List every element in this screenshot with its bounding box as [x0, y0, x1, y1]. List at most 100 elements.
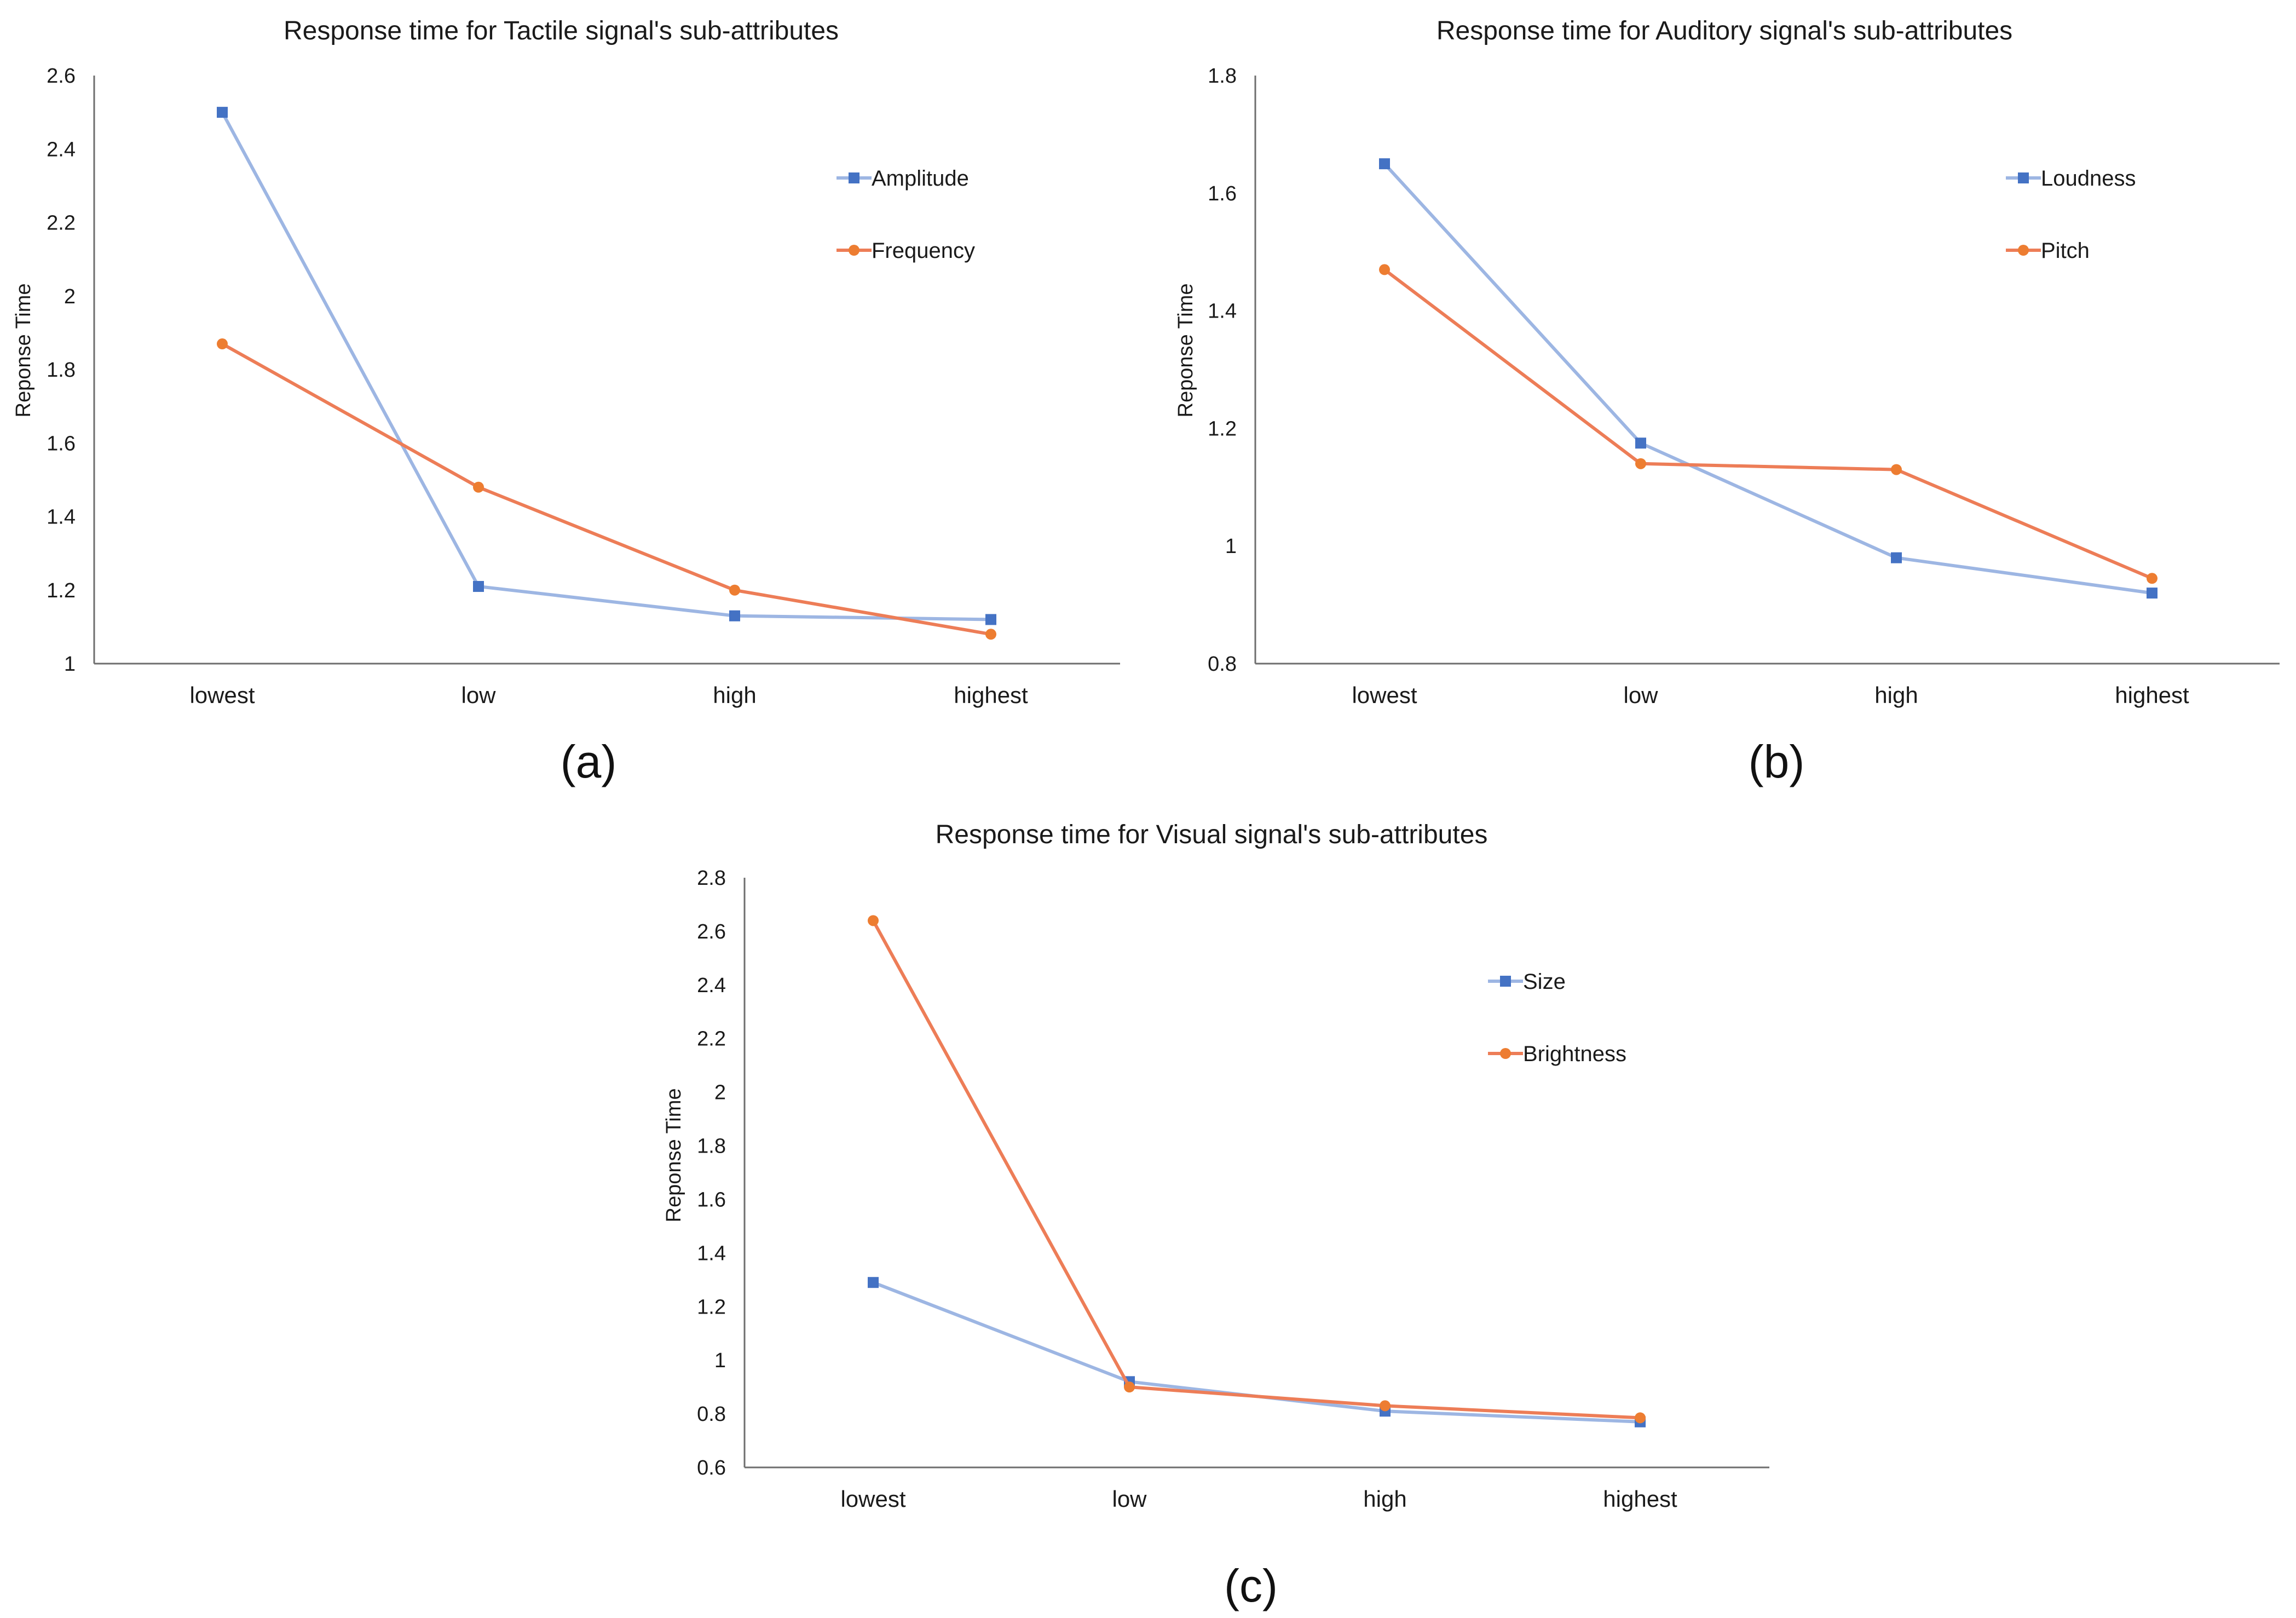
chart-b-category-label: lowest [1352, 682, 1417, 708]
chart-c-size-line [872, 1281, 1641, 1424]
chart-c-ytick: 2 [714, 1081, 726, 1104]
chart-b-ytick: 1.6 [1208, 182, 1237, 205]
chart-b-yticks: 0.8 1 1.2 1.4 1.6 1.8 [1208, 65, 1237, 676]
chart-b-ytick: 0.8 [1208, 653, 1237, 676]
chart-c-category-label: lowest [840, 1486, 905, 1512]
chart-b-loudness-line [1383, 163, 2153, 595]
chart-a-ytick: 1 [64, 653, 76, 676]
chart-b-ytick: 1 [1225, 535, 1237, 558]
chart-c-ytick: 1.8 [697, 1135, 726, 1158]
chart-a-tactile: Response time for Tactile signal's sub-a… [12, 16, 1120, 787]
chart-a-ytick: 2 [64, 285, 76, 308]
chart-b-loudness-point [1891, 552, 1902, 563]
chart-b-title: Response time for Auditory signal's sub-… [1437, 16, 2012, 45]
chart-c-legend-brightness-marker [1500, 1048, 1511, 1059]
chart-a-amplitude-point [729, 610, 740, 621]
chart-c-ytick: 2.4 [697, 974, 726, 997]
chart-b-loudness-point [2147, 588, 2157, 599]
chart-b-category-label: high [1874, 682, 1918, 708]
chart-b-legend-loudness-marker [2018, 172, 2029, 183]
chart-c-ytick: 0.8 [697, 1403, 726, 1426]
chart-a-ytick: 1.4 [47, 506, 76, 529]
chart-c-ytick: 2.6 [697, 920, 726, 943]
chart-a-category-label: high [713, 682, 756, 708]
chart-a-ytick: 1.2 [47, 579, 76, 602]
chart-a-ylabel: Reponse Time [12, 283, 35, 417]
chart-a-category-label: lowest [189, 682, 255, 708]
chart-a-caption: (a) [561, 736, 617, 787]
chart-b-category-label: highest [2115, 682, 2189, 708]
chart-b-ylabel: Reponse Time [1174, 283, 1197, 417]
chart-a-ytick: 2.2 [47, 212, 76, 235]
chart-c-yticks: 0.6 0.8 1 1.2 1.4 1.6 1.8 2 2.2 2.4 2.6 2.8 [697, 867, 726, 1479]
chart-c-brightness-point [1124, 1381, 1135, 1393]
chart-c-brightness-point [1380, 1400, 1391, 1412]
chart-b-categories: lowest low high highest [1352, 682, 2189, 708]
chart-b-loudness-point [1635, 437, 1646, 449]
chart-a-yticks: 1 1.2 1.4 1.6 1.8 2 2.2 2.4 2.6 [47, 65, 76, 676]
chart-b-pitch-point [1891, 464, 1902, 475]
chart-c-series [868, 915, 1646, 1427]
chart-c-legend-size-label: Size [1523, 970, 1566, 994]
chart-a-ytick: 1.8 [47, 359, 76, 382]
chart-c-brightness-point [868, 915, 879, 926]
chart-c-ytick: 2.8 [697, 867, 726, 890]
chart-a-amplitude-line [221, 111, 991, 621]
chart-b-series [1379, 158, 2157, 599]
chart-b-legend-loudness-label: Loudness [2041, 166, 2136, 191]
chart-c-ytick: 1 [714, 1349, 726, 1372]
chart-c-category-label: low [1112, 1486, 1147, 1512]
chart-c-legend: Size Brightness [1488, 970, 1626, 1066]
chart-b-auditory: Response time for Auditory signal's sub-… [1174, 16, 2280, 787]
chart-b-loudness-point [1379, 158, 1390, 170]
chart-a-frequency-point [729, 584, 740, 596]
chart-a-category-label: highest [954, 682, 1028, 708]
chart-a-frequency-line [221, 342, 991, 636]
chart-a-frequency-point [473, 481, 484, 493]
chart-c-ytick: 1.4 [697, 1242, 726, 1265]
chart-b-pitch-point [1635, 458, 1646, 469]
chart-c-caption: (c) [1224, 1560, 1278, 1611]
chart-a-legend-amplitude-marker [849, 172, 859, 183]
chart-b-pitch-line [1383, 268, 2153, 580]
chart-b-pitch-point [2147, 573, 2157, 584]
chart-a-ytick: 2.4 [47, 138, 76, 161]
chart-c-category-label: highest [1603, 1486, 1677, 1512]
chart-c-ytick: 0.6 [697, 1456, 726, 1479]
chart-b-pitch-point [1379, 264, 1390, 275]
chart-b-ytick: 1.4 [1208, 300, 1237, 323]
chart-c-ytick: 2.2 [697, 1028, 726, 1051]
chart-a-title: Response time for Tactile signal's sub-a… [284, 16, 839, 45]
chart-c-categories: lowest low high highest [840, 1486, 1677, 1512]
chart-a-legend: Amplitude Frequency [837, 166, 975, 263]
chart-b-caption: (b) [1749, 736, 1805, 787]
chart-a-ytick: 1.6 [47, 432, 76, 455]
chart-b-ytick: 1.8 [1208, 65, 1237, 88]
chart-c-ytick: 1.2 [697, 1295, 726, 1318]
chart-a-frequency-point [985, 629, 996, 640]
chart-c-legend-size-marker [1500, 976, 1511, 987]
chart-a-legend-frequency-marker [849, 245, 859, 256]
chart-c-visual: Response time for Visual signal's sub-at… [662, 820, 1769, 1611]
chart-a-amplitude-point [473, 581, 484, 592]
chart-a-series [217, 107, 996, 640]
chart-a-ytick: 2.6 [47, 65, 76, 88]
chart-c-legend-brightness-label: Brightness [1523, 1042, 1626, 1066]
chart-a-legend-amplitude-label: Amplitude [872, 166, 969, 191]
chart-c-brightness-point [1635, 1412, 1646, 1424]
chart-c-ylabel: Reponse Time [662, 1088, 685, 1222]
chart-b-category-label: low [1623, 682, 1658, 708]
chart-c-ytick: 1.6 [697, 1188, 726, 1211]
chart-a-legend-frequency-label: Frequency [872, 239, 975, 263]
chart-a-category-label: low [461, 682, 496, 708]
chart-a-amplitude-point [985, 614, 996, 625]
chart-c-brightness-line [872, 919, 1641, 1420]
chart-a-amplitude-point [217, 107, 228, 118]
chart-b-legend-pitch-label: Pitch [2041, 239, 2090, 263]
chart-a-frequency-point [217, 338, 228, 350]
chart-b-ytick: 1.2 [1208, 417, 1237, 440]
chart-c-category-label: high [1363, 1486, 1406, 1512]
chart-c-size-point [868, 1277, 879, 1288]
chart-b-legend: Loudness Pitch [2006, 166, 2136, 263]
